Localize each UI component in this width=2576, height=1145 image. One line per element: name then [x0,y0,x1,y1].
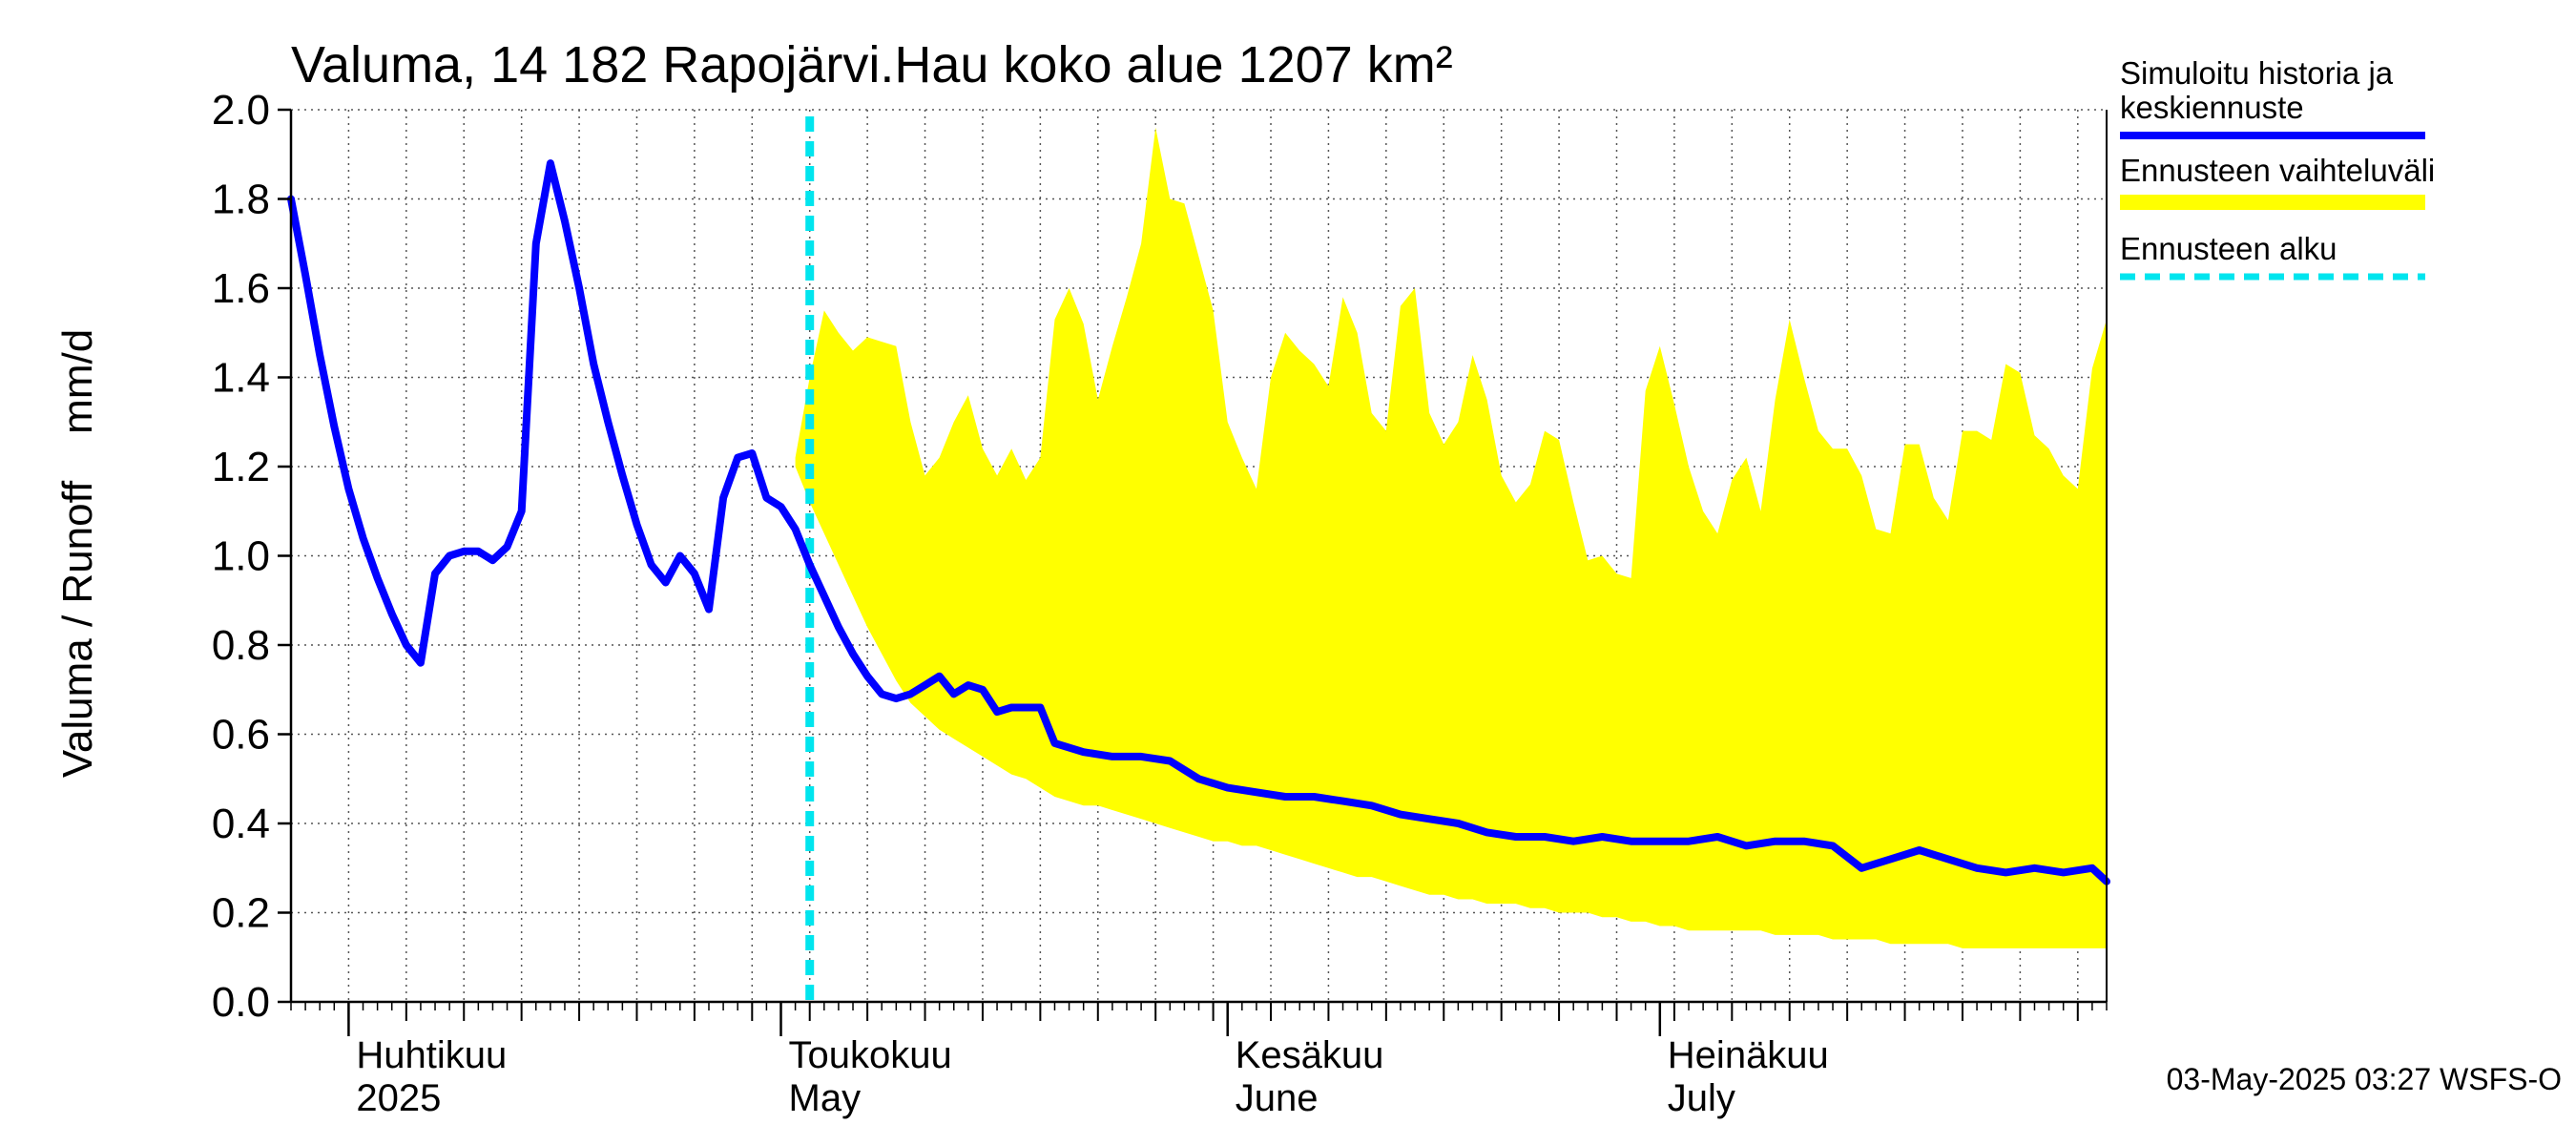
forecast-band-area [795,127,2107,948]
y-tick-label: 0.8 [212,622,270,669]
y-tick-label: 0.2 [212,890,270,937]
month-label-fi: Huhtikuu [356,1034,507,1076]
y-axis-label: Valuma / Runoff mm/d [54,329,101,778]
y-tick-labels: 0.0 0.2 0.4 0.6 0.8 1.0 1.2 1.4 1.6 1.8 2.0 [212,87,270,1026]
y-tick-label: 1.6 [212,265,270,312]
y-tick-label: 0.0 [212,979,270,1026]
month-label-fi: Kesäkuu [1236,1034,1384,1076]
month-label-fi: Heinäkuu [1668,1034,1829,1076]
footer-timestamp: 03-May-2025 03:27 WSFS-O [2167,1062,2562,1096]
legend-label: Ennusteen alku [2120,231,2337,266]
legend-label: keskiennuste [2120,90,2304,125]
month-label-fi: Toukokuu [789,1034,952,1076]
chart-title: Valuma, 14 182 Rapojärvi.Hau koko alue 1… [291,36,1453,94]
y-tick-label: 0.4 [212,801,270,847]
y-tick-label: 2.0 [212,87,270,134]
y-tick-label: 0.6 [212,712,270,759]
month-label-en: May [789,1077,862,1119]
y-tick-label: 1.4 [212,355,270,402]
legend-swatch-band [2120,195,2425,210]
y-tick-label: 1.8 [212,177,270,223]
y-tick-label: 1.2 [212,444,270,490]
legend-label: Ennusteen vaihteluväli [2120,153,2435,188]
month-label-en: 2025 [356,1077,441,1119]
axes [278,108,2108,1036]
forecast-range-band [795,127,2107,948]
simulated-runoff-path [287,159,2110,885]
legend-label: Simuloitu historia ja [2120,55,2394,91]
month-label-en: July [1668,1077,1735,1119]
month-label-en: June [1236,1077,1319,1119]
y-tick-label: 1.0 [212,533,270,580]
simulated-runoff-line [287,159,2110,885]
grid-lines [291,109,2107,1002]
